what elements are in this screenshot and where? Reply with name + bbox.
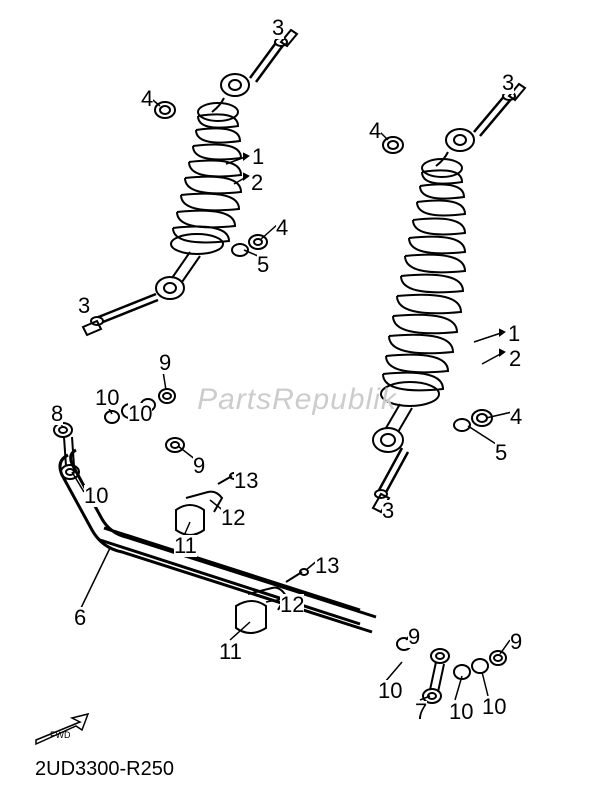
callout-number: 1 xyxy=(252,146,264,168)
callout-number: 4 xyxy=(276,217,288,239)
callout-number: 12 xyxy=(221,507,245,529)
callout-number: 8 xyxy=(51,403,63,425)
suspension-diagram: FWD PartsRepublik 3344124531298101049510… xyxy=(0,0,594,800)
callout-number: 2 xyxy=(251,172,263,194)
callout-number: 9 xyxy=(510,631,522,653)
callout-number: 7 xyxy=(415,701,427,723)
callout-number: 4 xyxy=(369,120,381,142)
callout-number: 12 xyxy=(280,594,304,616)
callout-number: 3 xyxy=(78,295,90,317)
callout-number: 11 xyxy=(219,641,242,663)
callout-number: 4 xyxy=(510,406,522,428)
callout-number: 6 xyxy=(74,607,86,629)
callout-number: 2 xyxy=(509,348,521,370)
callout-number: 10 xyxy=(128,403,152,425)
callout-number: 11 xyxy=(174,535,197,557)
callout-number: 5 xyxy=(495,442,507,464)
callout-number: 9 xyxy=(159,352,171,374)
callout-number: 10 xyxy=(95,387,119,409)
callout-number: 3 xyxy=(272,17,284,39)
callout-number: 10 xyxy=(378,680,402,702)
callout-number: 10 xyxy=(449,701,473,723)
callout-number: 10 xyxy=(482,696,506,718)
drawing-id: 2UD3300-R250 xyxy=(35,758,174,781)
svg-text:FWD: FWD xyxy=(50,730,71,740)
callout-number: 9 xyxy=(408,626,420,648)
diagram-svg: FWD xyxy=(0,0,594,800)
callout-number: 13 xyxy=(315,555,339,577)
callout-number: 9 xyxy=(193,455,205,477)
callout-number: 4 xyxy=(141,88,153,110)
callout-number: 1 xyxy=(508,323,520,345)
callout-number: 3 xyxy=(382,500,394,522)
callout-number: 10 xyxy=(84,485,108,507)
callout-number: 5 xyxy=(257,254,269,276)
callout-number: 3 xyxy=(502,72,514,94)
callout-number: 13 xyxy=(234,470,258,492)
